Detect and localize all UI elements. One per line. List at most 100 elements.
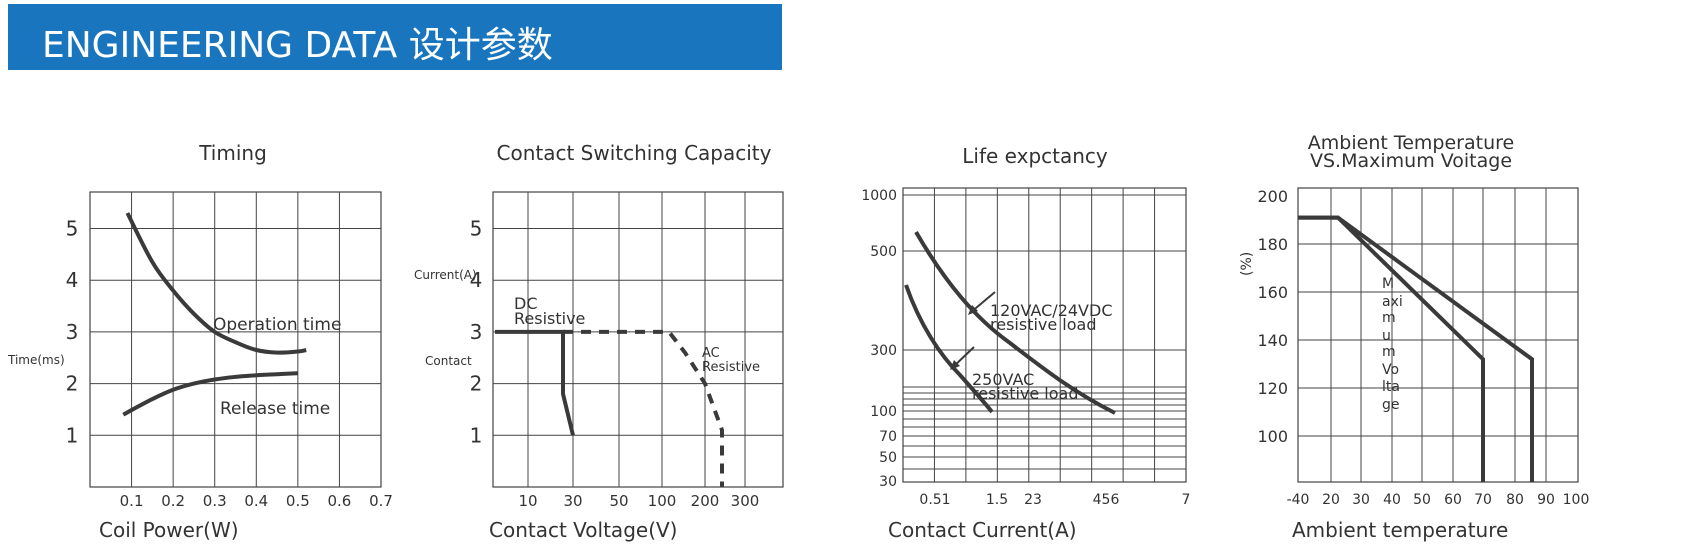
dc-label-line1: DC (514, 294, 538, 313)
release-time-curve (122, 371, 298, 417)
ambient-curve-2 (1298, 215, 1534, 482)
life-expectancy-chart: Life expctancy 0.51 1.5 23 456 7 30507010030… (861, 144, 1190, 542)
ac-label-line2: Resistive (702, 360, 760, 375)
header-banner: ENGINEERING DATA 设计参数 (8, 4, 782, 70)
life-title: Life expctancy (962, 144, 1108, 168)
switching-y-tick: 5 (470, 217, 483, 241)
switching-grid (492, 191, 784, 488)
plot-frame (492, 191, 784, 488)
life-y-tick: 30 (879, 474, 897, 490)
release-time-label: Release time (220, 399, 330, 419)
switching-y-ticks: 1 2 3 4 5 (470, 217, 483, 448)
operation-time-curve (125, 212, 307, 355)
ambient-x-tick: 90 (1537, 492, 1555, 508)
life-y-tick: 1000 (861, 188, 897, 204)
arrowhead-120vac (968, 305, 978, 315)
ambient-y-tick: 120 (1257, 379, 1288, 398)
life-grid (902, 187, 1187, 483)
switching-y-tick: 2 (470, 372, 483, 396)
maximum-voltage-annotation-fragment: Vo (1382, 362, 1399, 378)
maximum-voltage-annotation-fragment: m (1382, 344, 1396, 360)
timing-y-tick: 5 (66, 217, 79, 241)
life-y-tick: 70 (879, 429, 897, 445)
label-250vac-line1: 250VAC (972, 370, 1034, 389)
life-y-ticks: 30 50 70 100 300 500 1000 (861, 188, 897, 490)
curve-250vac (904, 284, 994, 414)
ambient-y-tick: 200 (1257, 187, 1288, 206)
curve-120vac-24vdc (914, 230, 1116, 415)
operation-time-label: Operation time (213, 315, 341, 335)
switching-y-tick: 4 (470, 268, 483, 292)
switching-x-axis-label: Contact Voltage(V) (489, 518, 677, 542)
label-120vac-line2: resistive load (990, 315, 1097, 334)
switching-x-tick: 30 (563, 492, 582, 510)
switching-y-tick: 3 (470, 320, 483, 344)
maximum-voltage-annotation-fragment: m (1382, 310, 1396, 326)
timing-y-tick: 4 (66, 268, 79, 292)
switching-y-label-current: Current(A) (414, 268, 477, 282)
dc-label-line2: Resistive (514, 309, 585, 328)
life-y-tick: 50 (879, 450, 897, 466)
ambient-x-tick: -40 (1287, 492, 1310, 508)
ambient-x-tick: 20 (1322, 492, 1340, 508)
switching-x-tick: 100 (648, 492, 677, 510)
timing-y-tick: 3 (66, 320, 79, 344)
maximum-voltage-annotation-fragment: axi (1382, 294, 1403, 310)
timing-x-tick: 0.6 (327, 492, 351, 510)
label-250vac-line2: resistive load (972, 384, 1079, 403)
life-x-axis-label: Contact Current(A) (888, 518, 1077, 542)
ambient-x-tick: 70 (1474, 492, 1492, 508)
ambient-y-tick: 140 (1257, 331, 1288, 350)
switching-y-label-contact: Contact (425, 354, 472, 368)
life-y-tick: 300 (870, 343, 897, 359)
ambient-x-tick: 50 (1413, 492, 1431, 508)
plot-frame (1297, 187, 1579, 483)
timing-x-tick: 0.1 (120, 492, 144, 510)
page-title: ENGINEERING DATA 设计参数 (42, 25, 553, 66)
ambient-x-ticks: -40 20 30 40 50 60 70 80 90 100 (1287, 492, 1590, 508)
switching-x-tick: 50 (609, 492, 628, 510)
ambient-x-axis-label: Ambient temperature (1292, 518, 1508, 542)
ambient-x-tick: 100 (1563, 492, 1590, 508)
timing-y-axis-label: Time(ms) (7, 353, 65, 367)
timing-x-tick: 0.3 (203, 492, 227, 510)
timing-x-tick: 0.5 (286, 492, 310, 510)
switching-y-tick: 1 (470, 423, 483, 447)
life-x-tick: 7 (1182, 492, 1191, 508)
switching-x-tick: 200 (691, 492, 720, 510)
life-x-tick: 456 (1093, 492, 1120, 508)
plot-frame (902, 187, 1187, 483)
ambient-x-tick: 40 (1383, 492, 1401, 508)
ambient-title: Ambient Temperature (1308, 132, 1514, 154)
timing-y-tick: 1 (66, 423, 79, 447)
timing-x-axis-label: Coil Power(W) (99, 518, 239, 542)
plot-frame (89, 191, 382, 488)
ambient-y-tick: 180 (1257, 235, 1288, 254)
timing-chart: Timing 0.1 0.2 0.3 0.4 0.5 0.6 0.7 1 2 3 4 5 Time(… (7, 141, 393, 542)
timing-y-ticks: 1 2 3 4 5 (66, 217, 79, 448)
ambient-y-ticks: 100 120 140 160 180 200 (1257, 187, 1288, 446)
ambient-x-tick: 30 (1352, 492, 1370, 508)
timing-x-tick: 0.7 (369, 492, 393, 510)
ac-resistive-curve (563, 329, 724, 487)
timing-grid (89, 191, 382, 488)
switching-x-tick: 300 (731, 492, 760, 510)
switching-x-tick: 10 (518, 492, 537, 510)
maximum-voltage-annotation-fragment: M (1382, 276, 1394, 292)
ambient-y-tick: 160 (1257, 283, 1288, 302)
life-x-ticks: 0.51 1.5 23 456 7 (919, 492, 1190, 508)
label-120vac-line1: 120VAC/24VDC (990, 301, 1112, 320)
ac-label-line1: AC (702, 346, 720, 361)
maximum-voltage-annotation-fragment: lta (1382, 379, 1400, 395)
ambient-x-tick: 60 (1444, 492, 1462, 508)
life-y-tick: 100 (870, 404, 897, 420)
ambient-subtitle: VS.Maximum Voitage (1310, 150, 1512, 172)
life-x-tick: 23 (1024, 492, 1042, 508)
ambient-y-tick: 100 (1257, 427, 1288, 446)
ambient-temperature-chart: Ambient Temperature VS.Maximum Voitage -… (1239, 132, 1589, 542)
life-x-tick: 0.51 (919, 492, 950, 508)
timing-x-tick: 0.4 (244, 492, 268, 510)
ambient-grid (1297, 187, 1579, 483)
